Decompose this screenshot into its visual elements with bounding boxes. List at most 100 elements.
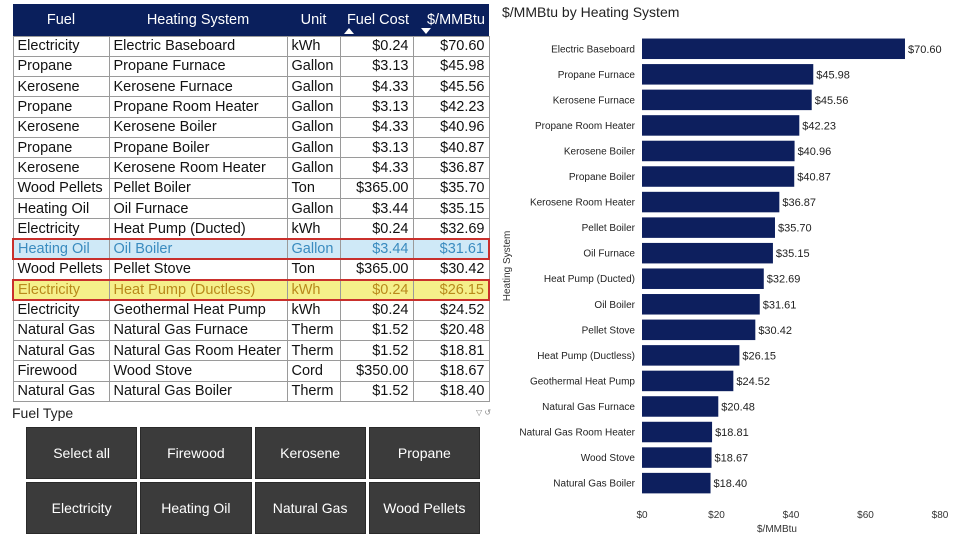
data-label: $18.81 [715,427,749,439]
data-label: $42.23 [802,120,836,132]
bar[interactable] [642,345,740,366]
table-row[interactable]: Natural Gas Natural Gas Furnace Therm $1.52… [12,319,490,341]
data-label: $24.52 [736,376,770,388]
bar[interactable] [642,472,711,494]
data-label: $30.42 [758,325,792,337]
slicer-option-kerosene[interactable]: Kerosene [254,427,366,479]
table-row[interactable]: Electricity Heat Pump (Ductless) kWh $0.24 $… [12,278,490,301]
filter-icon[interactable]: ▽ [476,408,483,417]
category-label: Natural Gas Furnace [542,402,635,413]
table-row[interactable]: Heating Oil Oil Boiler Gallon $3.44 $31.61 [12,237,490,261]
cell-heating-system: Heat Pump (Ductless) [108,278,288,301]
sort-descending-icon [421,27,431,34]
table-row[interactable]: Natural Gas Natural Gas Boiler Therm $1.52 $… [12,380,490,402]
cell-heating-system: Wood Stove [108,360,288,382]
cell-fuel: Kerosene [12,157,110,179]
cell-unit: kWh [286,218,341,240]
bar[interactable] [642,421,713,443]
data-label: $31.61 [763,299,797,311]
data-label: $18.40 [714,478,748,490]
category-label: Pellet Boiler [582,223,636,234]
cell-fuel: Propane [12,55,110,78]
cell-fuel-cost: $365.00 [339,258,414,281]
cell-fuel: Kerosene [12,76,110,98]
heating-cost-table: Fuel Heating System Unit Fuel Cost $/MMB… [12,4,490,402]
bar[interactable] [642,319,756,341]
slicer-option-select-all[interactable]: Select all [26,427,138,479]
sort-ascending-icon [344,27,354,34]
slicer-option-electricity[interactable]: Electricity [26,482,138,534]
bar[interactable] [642,64,814,85]
slicer-option-wood-pellets[interactable]: Wood Pellets [368,482,480,534]
cell-heating-system: Propane Boiler [108,136,288,159]
cell-heating-system: Oil Furnace [108,197,288,220]
data-label: $26.15 [742,350,776,362]
data-label: $45.56 [815,95,849,107]
category-label: Oil Furnace [583,249,635,260]
bar[interactable] [642,370,734,392]
table-row[interactable]: Electricity Heat Pump (Ducted) kWh $0.24 $32… [12,218,490,240]
table-row[interactable]: Electricity Electric Baseboard kWh $0.24 $70… [12,35,490,57]
category-label: Natural Gas Boiler [553,479,635,490]
bar[interactable] [642,140,795,162]
bar[interactable] [642,166,795,187]
slicer-option-propane[interactable]: Propane [368,427,480,479]
data-label: $40.87 [797,172,831,184]
clear-selection-icon[interactable]: ↺ [484,408,492,417]
bar[interactable] [642,447,712,468]
table-row[interactable]: Kerosene Kerosene Boiler Gallon $4.33 $40.96 [12,116,490,138]
bar[interactable] [642,268,764,289]
header-fuel-cost[interactable]: Fuel Cost [340,4,413,36]
cell-fuel-cost: $0.24 [339,299,414,321]
header-price-per-mmbtu-label: $/MMBtu [426,11,485,28]
cell-heating-system: Geothermal Heat Pump [108,299,288,321]
table-row[interactable]: Kerosene Kerosene Room Heater Gallon $4.33 $… [12,157,490,179]
table-body: Electricity Electric Baseboard kWh $0.24 $70… [12,35,490,402]
header-price-per-mmbtu[interactable]: $/MMBtu [413,4,489,36]
cell-price-per-mmbtu: $18.67 [412,360,490,382]
table-row[interactable]: Propane Propane Room Heater Gallon $3.13 $42… [12,96,490,118]
cell-fuel-cost: $365.00 [339,177,414,199]
table-row[interactable]: Electricity Geothermal Heat Pump kWh $0.24 $… [12,299,490,321]
table-row[interactable]: Propane Propane Furnace Gallon $3.13 $45.98 [12,55,490,78]
table-row[interactable]: Heating Oil Oil Furnace Gallon $3.44 $35.15 [12,197,490,220]
bar[interactable] [642,242,773,264]
table-row[interactable]: Firewood Wood Stove Cord $350.00 $18.67 [12,360,490,382]
table-row[interactable]: Wood Pellets Pellet Boiler Ton $365.00 $35.7… [12,177,490,199]
table-row[interactable]: Wood Pellets Pellet Stove Ton $365.00 $30.42 [12,258,490,281]
data-label: $20.48 [721,401,755,413]
table-row[interactable]: Kerosene Kerosene Furnace Gallon $4.33 $45.5… [12,76,490,98]
slicer-option-natural-gas[interactable]: Natural Gas [254,482,366,534]
cell-price-per-mmbtu: $20.48 [412,319,490,341]
table-header-row: Fuel Heating System Unit Fuel Cost $/MMB… [13,4,489,36]
cell-price-per-mmbtu: $35.70 [412,177,490,199]
bar[interactable] [642,115,800,136]
table-row[interactable]: Natural Gas Natural Gas Room Heater Therm $… [12,339,490,362]
bar[interactable] [642,396,719,417]
cell-price-per-mmbtu: $31.61 [412,237,490,261]
bar[interactable] [642,38,905,60]
data-label: $70.60 [908,44,942,56]
y-axis-label: Heating System [502,231,513,302]
cell-fuel-cost: $3.44 [339,237,414,261]
slicer-option-heating-oil[interactable]: Heating Oil [140,482,252,534]
cell-price-per-mmbtu: $45.98 [412,55,490,78]
bar[interactable] [642,191,780,213]
bar[interactable] [642,294,760,315]
cell-unit: Gallon [286,237,341,261]
cell-heating-system: Propane Furnace [108,55,288,78]
header-heating-system[interactable]: Heating System [109,4,287,36]
cell-price-per-mmbtu: $36.87 [412,157,490,179]
cell-unit: Cord [286,360,341,382]
header-fuel[interactable]: Fuel [13,4,109,36]
cell-unit: kWh [286,278,341,301]
category-label: Oil Boiler [594,300,635,311]
bar[interactable] [642,89,812,111]
bar[interactable] [642,217,775,238]
cell-price-per-mmbtu: $40.96 [412,116,490,138]
slicer-option-firewood[interactable]: Firewood [140,427,252,479]
x-tick-label: $60 [857,510,874,521]
cell-heating-system: Kerosene Boiler [108,116,288,138]
table-row[interactable]: Propane Propane Boiler Gallon $3.13 $40.87 [12,136,490,159]
header-unit[interactable]: Unit [287,4,340,36]
